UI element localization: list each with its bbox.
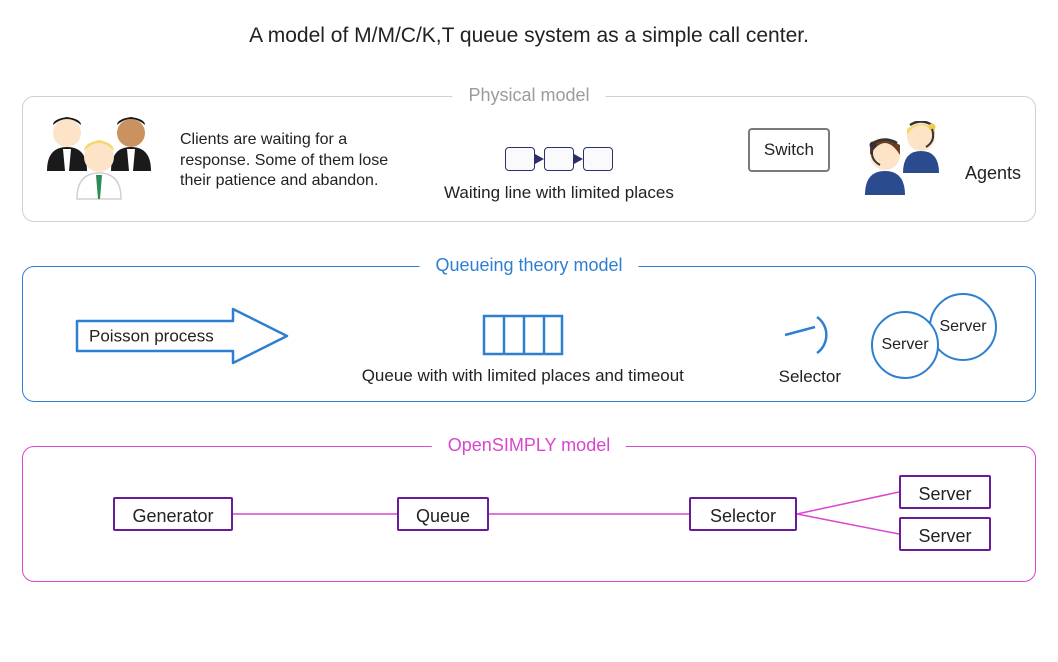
simply-flow: Generator Queue Selector Server Server [37, 469, 1021, 559]
agents-label: Agents [965, 163, 1021, 184]
waiting-line-icon [505, 147, 613, 171]
simply-node-server2: Server [899, 517, 991, 551]
simply-panel: OpenSIMPLY model GeneratorQueueSelectorS… [22, 446, 1036, 582]
switch-box: Switch [748, 128, 830, 172]
clients-icon [37, 115, 172, 207]
server-circle-1: Server [871, 311, 939, 379]
simply-node-server1: Server [899, 475, 991, 509]
poisson-arrow: Poisson process [73, 305, 293, 367]
queueing-legend: Queueing theory model [419, 255, 638, 276]
simply-node-selector: Selector [689, 497, 797, 531]
queueing-panel: Queueing theory model Poisson process Qu… [22, 266, 1036, 402]
queue-group: Queue with with limited places and timeo… [297, 314, 749, 386]
waiting-line-group: Waiting line with limited places [390, 147, 728, 203]
simply-legend: OpenSIMPLY model [432, 435, 626, 456]
selector-icon [781, 313, 839, 357]
server-circle-2: Server [929, 293, 997, 361]
clients-description: Clients are waiting for a response. Some… [180, 130, 390, 192]
queue-icon [482, 314, 564, 356]
page-title: A model of M/M/C/K,T queue system as a s… [18, 24, 1040, 48]
agents-group: Agents [860, 121, 1021, 201]
simply-node-queue: Queue [397, 497, 489, 531]
agents-icon [860, 121, 955, 201]
physical-panel: Physical model [22, 96, 1036, 222]
selector-group: Selector [779, 313, 841, 387]
waiting-line-caption: Waiting line with limited places [444, 183, 674, 203]
simply-node-generator: Generator [113, 497, 233, 531]
physical-legend: Physical model [452, 85, 605, 106]
queue-caption: Queue with with limited places and timeo… [362, 366, 684, 386]
servers-group: Server Server [871, 293, 1013, 379]
poisson-label: Poisson process [89, 326, 214, 345]
selector-caption: Selector [779, 367, 841, 387]
